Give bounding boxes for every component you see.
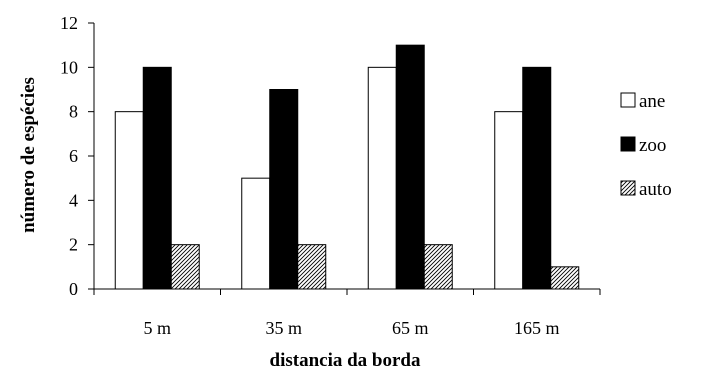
- bar-zoo-65m: [395, 44, 425, 290]
- y-axis-title: número de espécies: [18, 77, 39, 233]
- bar-zoo-165m: [522, 66, 552, 290]
- bar-auto-5m: [170, 244, 200, 290]
- bar-ane-5m: [114, 111, 144, 290]
- bar-zoo-5m: [142, 66, 172, 290]
- bar-auto-35m: [297, 244, 327, 290]
- legend-swatch-auto: [620, 180, 636, 196]
- legend-label-zoo: zoo: [639, 135, 666, 156]
- x-axis-title: distancia da borda: [270, 350, 421, 371]
- x-tick-label: 35 m: [265, 318, 302, 338]
- legend-swatch-ane: [620, 92, 636, 108]
- plot-area: [114, 44, 580, 290]
- legend-label-auto: auto: [639, 179, 672, 200]
- y-tick-label: 8: [69, 102, 78, 122]
- bar-auto-165m: [550, 266, 580, 290]
- legend: ane zoo auto: [620, 91, 672, 200]
- y-tick-label: 2: [69, 235, 78, 255]
- bar-ane-65m: [367, 66, 397, 290]
- legend-label-ane: ane: [639, 91, 665, 112]
- bar-ane-165m: [494, 111, 524, 290]
- x-tick-label: 165 m: [514, 318, 560, 338]
- bar-zoo-35m: [269, 89, 299, 290]
- bar-auto-65m: [423, 244, 453, 290]
- bar-ane-35m: [241, 177, 271, 290]
- axes: 5 m 35 m 65 m 165 m 0 2 4 6 8 10 12: [60, 13, 601, 338]
- legend-swatch-zoo: [620, 136, 636, 152]
- y-tick-label: 4: [69, 190, 78, 210]
- y-tick-label: 10: [60, 57, 78, 77]
- x-tick-label: 5 m: [143, 318, 171, 338]
- y-tick-label: 6: [69, 146, 78, 166]
- y-tick-label: 12: [60, 13, 78, 33]
- x-tick-label: 65 m: [392, 318, 429, 338]
- y-tick-label: 0: [69, 279, 78, 299]
